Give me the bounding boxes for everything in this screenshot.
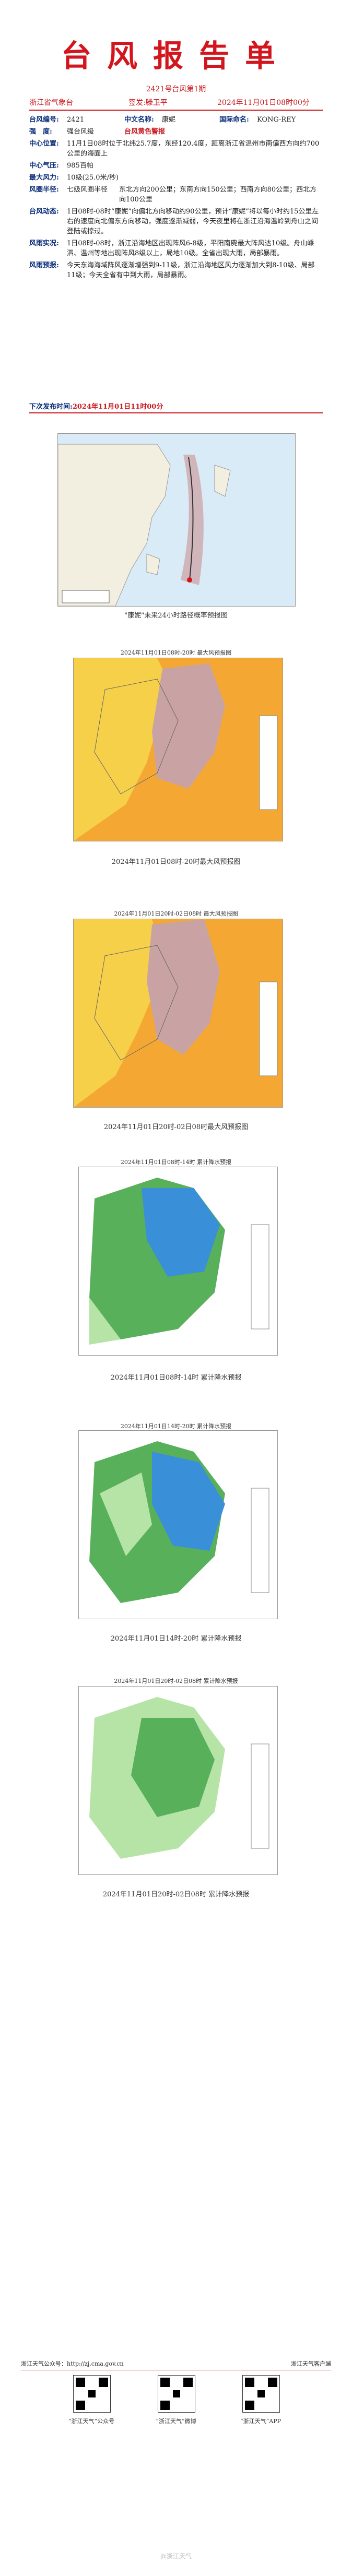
rain-forecast-map-2 xyxy=(78,1430,278,1619)
wind2-caption: 2024年11月01日20时-02日08时最大风预报图 xyxy=(103,1123,249,1131)
outlook-value: 今天东海海域阵风逐渐增强到9-11级，浙江沿海地区风力逐渐加大到8-10级、局部… xyxy=(67,262,315,279)
number-label: 台风编号: xyxy=(29,116,59,124)
intl-name-value: KONG-REY xyxy=(257,116,296,124)
rain1-title: 2024年11月01日08时-14时 累计降水预报 xyxy=(120,1159,232,1166)
wind-label: 最大风力: xyxy=(29,174,59,182)
wind1-title: 2024年11月01日08时-20时 最大风预报图 xyxy=(120,649,232,656)
impact-value: 1日08时-08时，浙江沿海地区出现阵风6-8级，平阳南麂最大阵风达10级。舟山… xyxy=(67,240,314,257)
rain-forecast-map-3 xyxy=(78,1686,278,1875)
issue-time: 2024年11月01日08时00分 xyxy=(217,99,310,107)
warning-badge: 台风黄色警报 xyxy=(124,128,166,136)
rain2-caption: 2024年11月01日14时-20时 累计降水预报 xyxy=(110,1635,242,1643)
footer-links: 浙江天气公众号：http://zj.cma.gov.cn 浙江天气客户端 xyxy=(21,2359,331,2368)
rain-forecast-map-1 xyxy=(78,1167,278,1356)
forecast-label: 台风动态: xyxy=(29,208,59,216)
wind-value: 10级(25.0米/秒) xyxy=(67,174,119,182)
qr-code-icon[interactable] xyxy=(242,2375,280,2413)
pressure-label: 中心气压: xyxy=(29,162,59,170)
qr-code-icon[interactable] xyxy=(158,2375,195,2413)
forecast-value: 1日08时-08时“康妮”向偏北方向移动约90公里，预计“康妮”将以每小时约15… xyxy=(67,208,319,235)
rain1-caption: 2024年11月01日08时-14时 累计降水预报 xyxy=(110,1374,242,1382)
watermark: @浙江天气 xyxy=(160,2553,192,2560)
divider xyxy=(29,412,323,413)
rain3-caption: 2024年11月01日20时-02日08时 累计降水预报 xyxy=(102,1891,250,1898)
cn-name-label: 中文名称: xyxy=(124,116,154,124)
radius-label: 风圈半径: xyxy=(29,186,59,194)
wind1-caption: 2024年11月01日08时-20时最大风预报图 xyxy=(111,858,241,866)
strength-label: 强 度: xyxy=(29,128,52,136)
radius-detail: 东北方向200公里；东南方向150公里；西南方向80公里；西北方向100公里 xyxy=(119,186,317,204)
radius-type: 七级风圈半径 xyxy=(67,186,108,194)
release-time: 2024年11月01日11时00分 xyxy=(72,403,163,411)
signer: 签发:滕卫平 xyxy=(128,99,168,107)
rain2-title: 2024年11月01日14时-20时 累计降水预报 xyxy=(120,1423,232,1430)
strength-value: 强台风级 xyxy=(67,128,95,136)
release-label: 下次发布时间: xyxy=(29,403,73,411)
divider xyxy=(29,110,323,111)
track-map-svg xyxy=(58,434,295,606)
app-text: 浙江天气客户端 xyxy=(291,2360,331,2367)
wind-forecast-map-1 xyxy=(73,658,283,841)
cn-name-value: 康妮 xyxy=(162,116,176,124)
qr-code-icon[interactable] xyxy=(73,2375,111,2413)
track-caption: "康妮"未来24小时路径概率预报图 xyxy=(124,612,228,620)
intl-name-label: 国际命名: xyxy=(219,116,249,124)
center-value: 11月1日08时位于北纬25.7度，东经120.4度，距离浙江省温州市南偏西方向… xyxy=(67,140,320,158)
wind2-title: 2024年11月01日20时-02日08时 最大风预报图 xyxy=(114,910,238,917)
center-label: 中心位置: xyxy=(29,140,59,148)
track-probability-map xyxy=(57,433,296,607)
qr-caption-2: “浙江天气”微博 xyxy=(156,2418,196,2425)
website-text: 浙江天气公众号：http://zj.cma.gov.cn xyxy=(21,2360,124,2367)
issuer: 浙江省气象台 xyxy=(29,99,73,107)
info-block: 台风编号: 2421 中文名称: 康妮 国际命名: KONG-REY 强 度: … xyxy=(29,115,323,282)
number-value: 2421 xyxy=(67,116,85,124)
wind-forecast-map-2 xyxy=(73,919,283,1108)
qr-caption-1: “浙江天气”公众号 xyxy=(68,2418,115,2425)
qr-caption-3: “浙江天气”APP xyxy=(240,2418,281,2425)
next-release: 下次发布时间:2024年11月01日11时00分 xyxy=(29,401,163,411)
report-title: 台风报告单 xyxy=(61,38,291,74)
rain3-title: 2024年11月01日20时-02日08时 累计降水预报 xyxy=(114,1678,238,1684)
outlook-label: 风雨预报: xyxy=(29,262,59,269)
impact-label: 风雨实况: xyxy=(29,240,59,247)
issue-number: 2421号台风第1期 xyxy=(146,85,206,93)
pressure-value: 985百帕 xyxy=(67,162,93,170)
